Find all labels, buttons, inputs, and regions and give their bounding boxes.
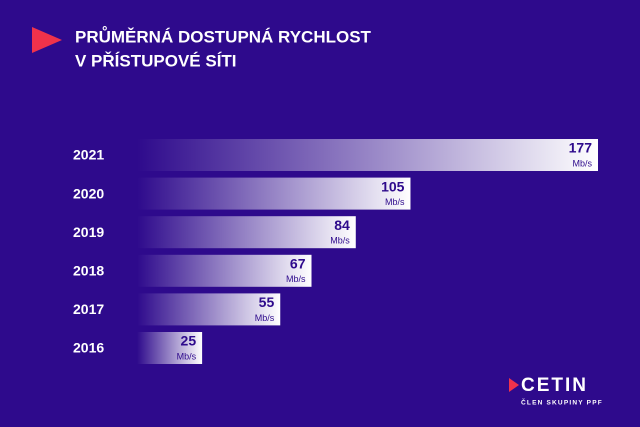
value-label: 177	[569, 140, 593, 156]
bar	[137, 216, 356, 249]
bar	[137, 139, 598, 171]
logo-name: CETIN	[521, 375, 588, 396]
logo-marker	[509, 378, 519, 392]
unit-label: Mb/s	[177, 351, 197, 361]
category-label: 2017	[73, 301, 104, 317]
logo-tagline: ČLEN SKUPINY PPF	[521, 398, 603, 407]
category-label: 2018	[73, 263, 104, 279]
unit-label: Mb/s	[255, 313, 275, 323]
bar	[137, 293, 281, 326]
unit-label: Mb/s	[330, 236, 350, 246]
value-label: 55	[259, 294, 275, 310]
value-label: 67	[290, 256, 306, 272]
bar	[137, 177, 411, 210]
bar	[137, 332, 203, 364]
bar	[137, 254, 312, 287]
category-label: 2019	[73, 224, 104, 240]
unit-label: Mb/s	[286, 274, 306, 284]
category-label: 2016	[73, 340, 104, 356]
category-label: 2020	[73, 185, 104, 201]
title-marker	[32, 27, 62, 53]
chart-title: PRŮMĚRNÁ DOSTUPNÁ RYCHLOST	[75, 26, 372, 46]
logo: CETIN ČLEN SKUPINY PPF	[509, 375, 603, 407]
value-label: 105	[381, 178, 405, 194]
value-label: 25	[181, 333, 197, 349]
category-label: 2021	[73, 147, 104, 163]
value-label: 84	[334, 217, 350, 233]
chart-title: V PŘÍSTUPOVÉ SÍTI	[75, 51, 237, 70]
unit-label: Mb/s	[385, 197, 405, 207]
unit-label: Mb/s	[572, 158, 592, 168]
